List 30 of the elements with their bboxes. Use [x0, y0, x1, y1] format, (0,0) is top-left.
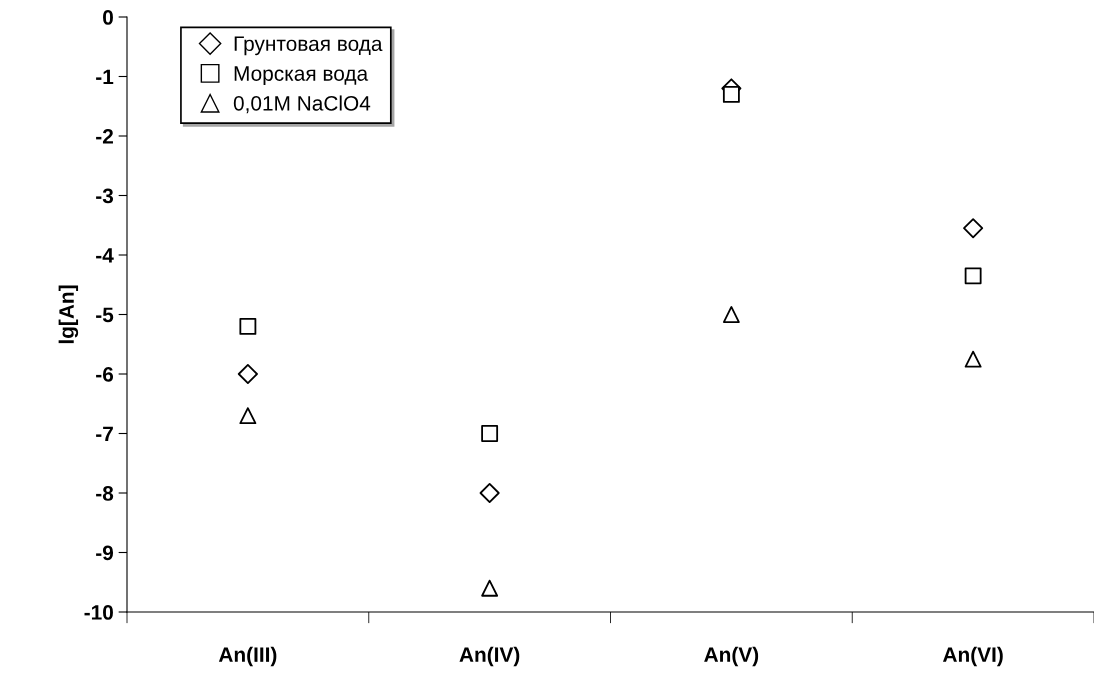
x-tick-label: An(V) [704, 646, 759, 667]
y-tick-label: -9 [96, 545, 114, 561]
x-tick-label: An(III) [218, 646, 277, 667]
y-tick-label: -4 [96, 248, 114, 263]
legend-label: Морская вода [234, 66, 369, 86]
point [964, 267, 982, 285]
point [722, 85, 740, 103]
point [237, 363, 258, 385]
y-tick-label: -10 [84, 605, 113, 620]
y-axis-title: lg[An] [58, 285, 79, 344]
legend-label: 0,01M NaClO4 [233, 95, 371, 114]
point [963, 218, 984, 239]
point [722, 306, 740, 323]
point [479, 482, 500, 504]
y-tick-label: -1 [96, 69, 114, 85]
y-tick-label: -2 [96, 129, 113, 144]
point [481, 579, 499, 597]
y-tick-label: 0 [103, 10, 113, 25]
y-tick-label: -3 [96, 188, 114, 204]
point [239, 317, 257, 335]
point [239, 407, 257, 425]
point [481, 425, 499, 442]
legend-label: Грунтовая вода [234, 36, 383, 56]
y-tick-label: -8 [96, 486, 114, 501]
x-tick-label: An(IV) [459, 646, 520, 667]
point [964, 350, 982, 368]
y-tick-label: -7 [96, 426, 113, 442]
y-tick-label: -5 [96, 307, 114, 323]
x-tick-label: An(VI) [942, 646, 1003, 667]
y-tick-label: -6 [96, 367, 114, 382]
